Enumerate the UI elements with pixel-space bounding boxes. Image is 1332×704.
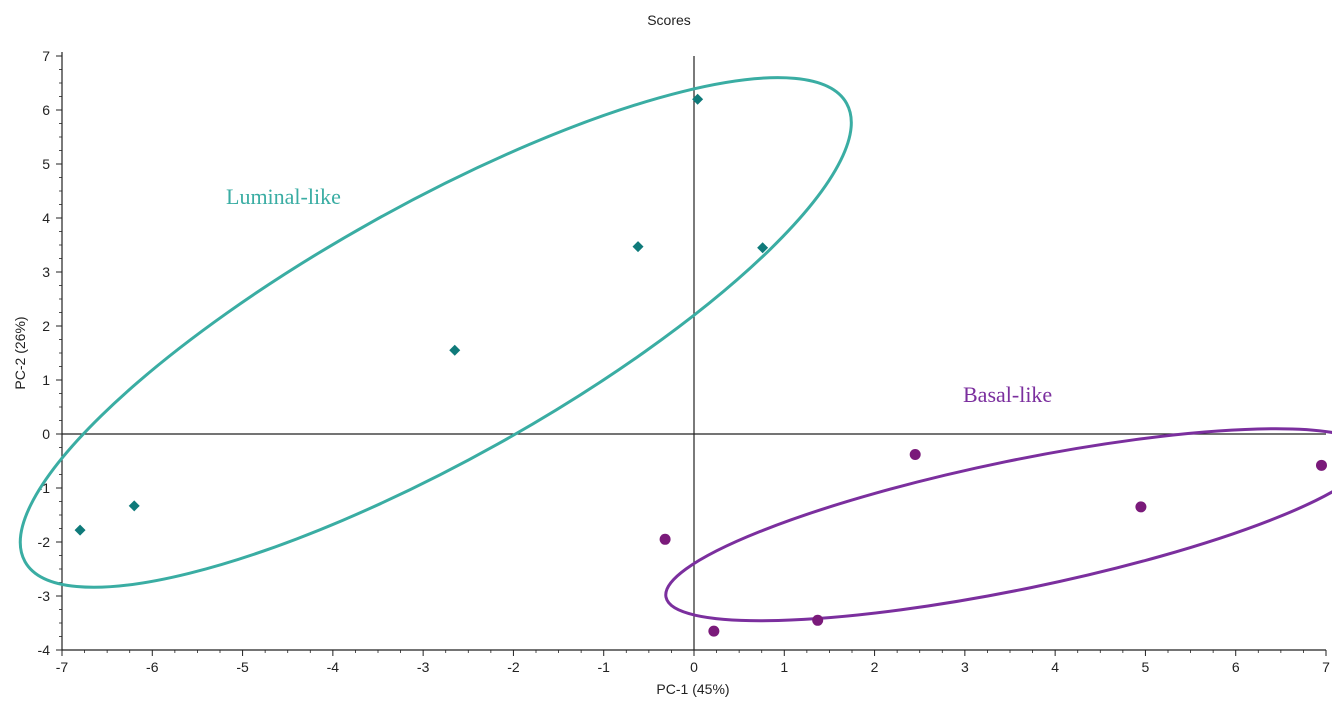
x-tick-label: 1 [780, 659, 788, 675]
luminal-likepoint [128, 500, 140, 512]
ellipse-luminal-like [18, 76, 853, 589]
basal-like-label: Basal-like [963, 382, 1052, 407]
x-tick-label: 0 [690, 659, 698, 675]
x-tick-label: -7 [56, 659, 69, 675]
x-tick-label: 3 [961, 659, 969, 675]
x-tick-label: 6 [1232, 659, 1240, 675]
x-tick-label: -6 [146, 659, 159, 675]
y-tick-label: 2 [42, 318, 50, 334]
x-tick-label: 7 [1322, 659, 1330, 675]
ellipse-basal-like [664, 427, 1332, 623]
y-tick-label: 0 [42, 426, 50, 442]
chart-title: Scores [647, 12, 691, 28]
y-tick-label: -3 [38, 588, 51, 604]
x-tick-label: -3 [417, 659, 430, 675]
x-axis-title: PC-1 (45%) [656, 681, 729, 697]
y-tick-label: 3 [42, 264, 50, 280]
basal-likepoint [909, 449, 921, 461]
x-tick-label: 5 [1142, 659, 1150, 675]
y-tick-label: 1 [42, 372, 50, 388]
y-tick-label: 6 [42, 102, 50, 118]
luminal-likepoint [632, 241, 644, 253]
y-tick-label: 4 [42, 210, 50, 226]
luminal-likepoint [757, 242, 769, 254]
y-tick-label: -4 [38, 642, 51, 658]
axes: -4 -3 -2 -1 0 1 2 3 4 5 6 7 -7 -6 -5 -4 -3 -2 -1 0 1 2 3 4 5 6 7 [38, 48, 1331, 675]
x-tick-label: -1 [597, 659, 610, 675]
basal-likepoint [659, 533, 671, 545]
group-labels: Luminal-like Basal-like [226, 184, 1052, 407]
basal-likepoint [708, 625, 720, 637]
luminal-likepoint [449, 344, 461, 356]
x-tick-label: -4 [327, 659, 340, 675]
x-tick-label: 2 [871, 659, 879, 675]
y-tick-label: -2 [38, 534, 51, 550]
basal-likepoint [1135, 501, 1147, 513]
data-points [74, 93, 1327, 637]
x-tick-label: -2 [507, 659, 520, 675]
luminal-likepoint [74, 524, 86, 536]
luminal-likepoint [692, 93, 704, 105]
y-axis-title: PC-2 (26%) [12, 316, 28, 389]
x-tick-label: -5 [236, 659, 249, 675]
y-tick-label: 5 [42, 156, 50, 172]
group-ellipses [18, 76, 1332, 623]
basal-likepoint [812, 614, 824, 626]
y-tick-label: 7 [42, 48, 50, 64]
x-tick-label: 4 [1051, 659, 1059, 675]
y-tick-label: -1 [38, 480, 51, 496]
basal-likepoint [1315, 459, 1327, 471]
luminal-like-label: Luminal-like [226, 184, 341, 209]
